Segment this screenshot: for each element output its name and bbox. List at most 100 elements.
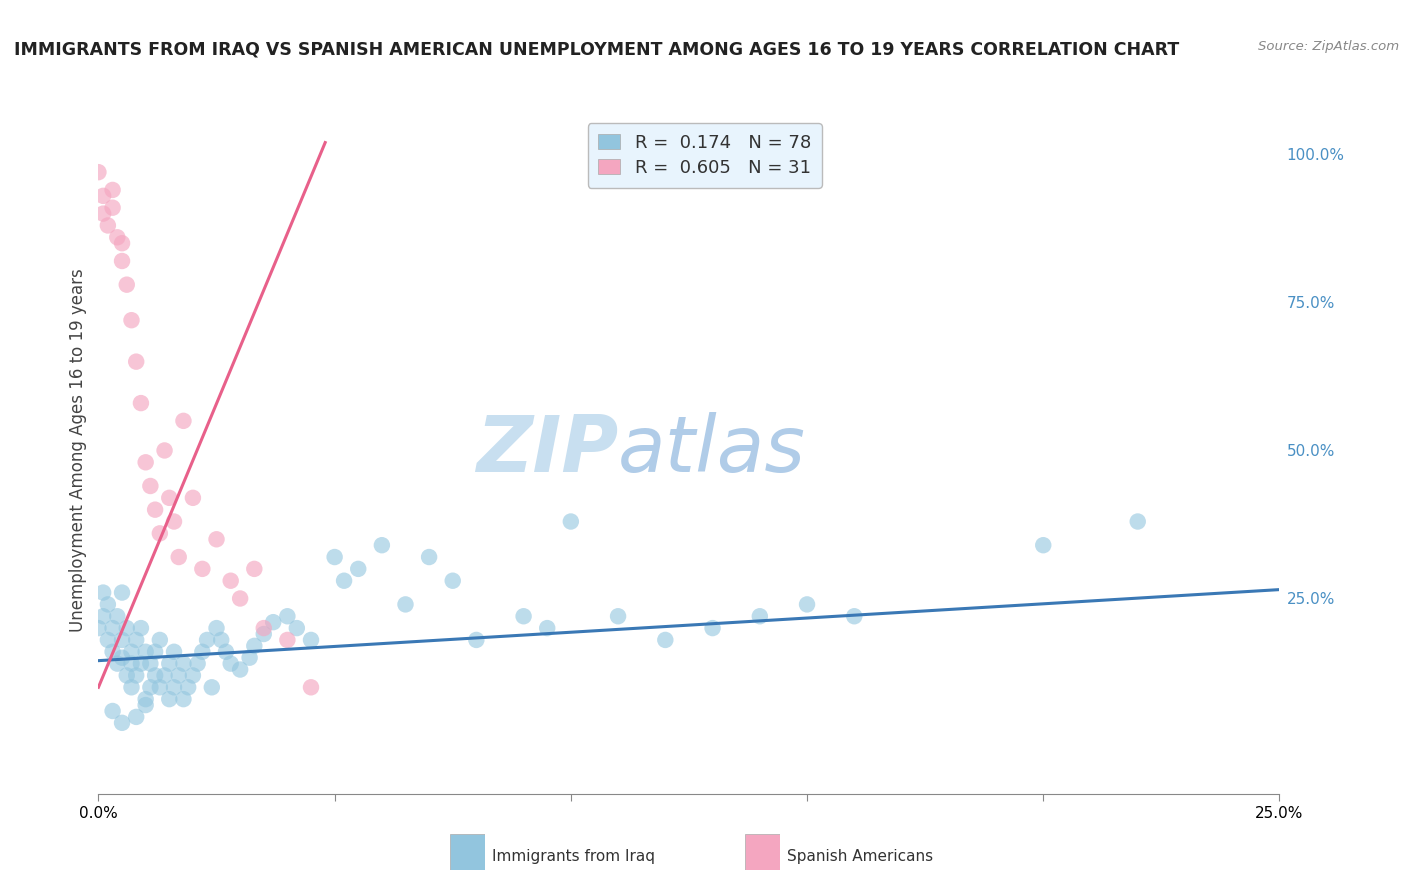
Point [111,650,134,665]
Legend: R =  0.174   N = 78, R =  0.605   N = 31: R = 0.174 N = 78, R = 0.605 N = 31 [588,123,821,188]
Point [139,657,162,671]
Point [748,609,770,624]
Point [323,549,346,564]
Y-axis label: Unemployment Among Ages 16 to 19 years: Unemployment Among Ages 16 to 19 years [69,268,87,632]
Point [219,657,242,671]
Point [149,632,172,647]
Point [229,591,252,606]
Point [87,621,110,635]
Point [205,621,228,635]
Point [149,681,172,695]
Text: Source: ZipAtlas.com: Source: ZipAtlas.com [1258,40,1399,54]
FancyBboxPatch shape [745,834,780,870]
Point [512,609,534,624]
Point [135,455,157,469]
Point [195,632,218,647]
Point [91,189,114,203]
Point [215,645,238,659]
Point [536,621,558,635]
Point [157,692,180,706]
Point [607,609,630,624]
Point [125,668,148,682]
Point [91,206,114,220]
Point [111,236,134,251]
Point [129,396,152,410]
Point [125,632,148,647]
Point [654,632,676,647]
Point [115,621,138,635]
Point [209,632,232,647]
Point [139,479,162,493]
Point [163,681,186,695]
Point [163,645,186,659]
Point [125,710,148,724]
Point [702,621,724,635]
Point [276,609,298,624]
Point [135,645,157,659]
Point [121,657,143,671]
Point [243,562,266,576]
Point [191,562,214,576]
Text: Immigrants from Iraq: Immigrants from Iraq [492,849,655,863]
Point [163,515,186,529]
Point [111,632,134,647]
Point [97,632,120,647]
Point [299,681,322,695]
Point [129,657,152,671]
Point [187,657,209,671]
Point [299,632,322,647]
Point [333,574,356,588]
Point [105,657,128,671]
Point [1126,515,1149,529]
Point [276,632,298,647]
FancyBboxPatch shape [450,834,485,870]
Point [143,668,166,682]
Point [101,183,124,197]
Point [129,621,152,635]
Point [143,645,166,659]
Point [111,715,134,730]
Point [167,668,190,682]
Point [101,704,124,718]
Point [115,668,138,682]
Point [143,502,166,516]
Point [101,645,124,659]
Point [172,414,194,428]
Point [153,443,176,458]
Point [157,657,180,671]
Point [121,645,143,659]
Point [105,230,128,244]
Point [181,668,204,682]
Point [1032,538,1054,552]
Point [239,650,262,665]
Point [149,526,172,541]
Text: ZIP: ZIP [475,412,619,489]
Point [262,615,284,630]
Point [135,698,157,712]
Point [796,598,818,612]
Point [97,219,120,233]
Point [219,574,242,588]
Text: Spanish Americans: Spanish Americans [787,849,934,863]
Point [229,663,252,677]
Point [371,538,394,552]
Point [205,533,228,547]
Point [101,621,124,635]
Point [87,165,110,179]
Point [115,277,138,292]
Point [394,598,416,612]
Point [125,354,148,368]
Point [191,645,214,659]
Point [560,515,582,529]
Point [201,681,224,695]
Point [243,639,266,653]
Point [121,681,143,695]
Point [91,609,114,624]
Point [157,491,180,505]
Point [441,574,464,588]
Point [121,313,143,327]
Point [139,681,162,695]
Point [111,585,134,599]
Point [167,549,190,564]
Text: IMMIGRANTS FROM IRAQ VS SPANISH AMERICAN UNEMPLOYMENT AMONG AGES 16 TO 19 YEARS : IMMIGRANTS FROM IRAQ VS SPANISH AMERICAN… [14,40,1180,58]
